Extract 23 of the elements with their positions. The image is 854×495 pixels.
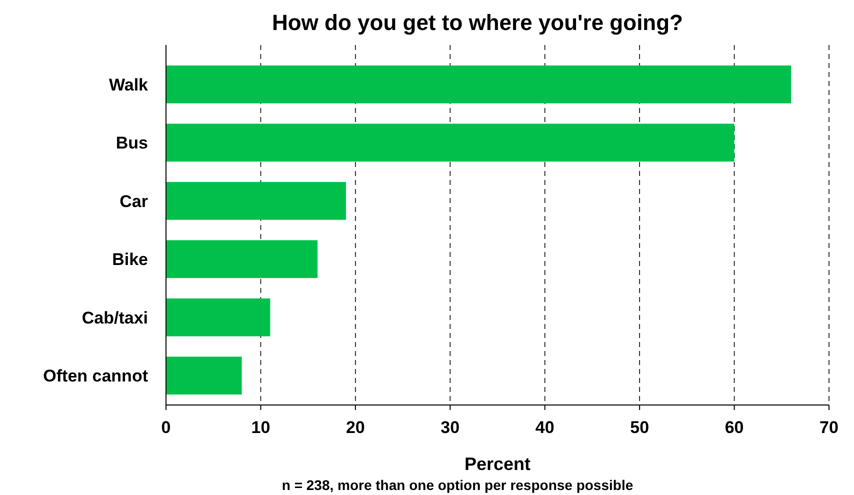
bar xyxy=(166,240,318,278)
x-tick-label: 60 xyxy=(724,418,744,437)
bar xyxy=(166,298,270,336)
y-tick-label: Cab/taxi xyxy=(82,308,148,328)
x-tick-label: 50 xyxy=(630,418,650,437)
bar xyxy=(166,124,734,162)
x-tick-label: 10 xyxy=(251,418,270,437)
text: n = 238, more than one option per response possible xyxy=(282,477,634,493)
y-tick-label: Bus xyxy=(116,134,148,153)
y-tick-label: Walk xyxy=(108,75,149,94)
bar xyxy=(166,65,792,104)
y-tick-label: Often cannot xyxy=(43,366,148,386)
x-tick-label: 40 xyxy=(535,418,554,437)
x-tick-label: 20 xyxy=(346,418,365,437)
x-tick-label: 70 xyxy=(820,418,838,437)
chart-title: How do you get to where you're going? xyxy=(272,10,684,35)
x-tick-label: 0 xyxy=(161,418,171,437)
x-tick-label: 30 xyxy=(440,418,460,437)
bar xyxy=(166,182,346,220)
bar xyxy=(166,356,242,395)
y-tick-label: Car xyxy=(120,192,148,211)
y-tick-label: Bike xyxy=(112,250,148,270)
x-axis-title: Percent xyxy=(464,454,531,474)
